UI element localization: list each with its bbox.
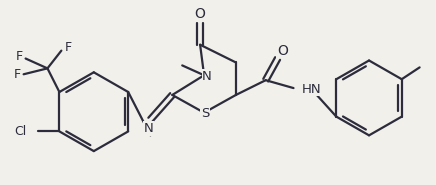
- Text: Cl: Cl: [14, 125, 27, 138]
- Text: S: S: [201, 107, 209, 120]
- Text: N: N: [143, 122, 153, 135]
- Text: O: O: [277, 44, 288, 58]
- Text: F: F: [65, 41, 72, 54]
- Text: N: N: [202, 70, 212, 83]
- Text: HN: HN: [301, 83, 321, 96]
- Text: F: F: [16, 50, 23, 63]
- Text: F: F: [14, 68, 21, 81]
- Text: O: O: [195, 7, 205, 21]
